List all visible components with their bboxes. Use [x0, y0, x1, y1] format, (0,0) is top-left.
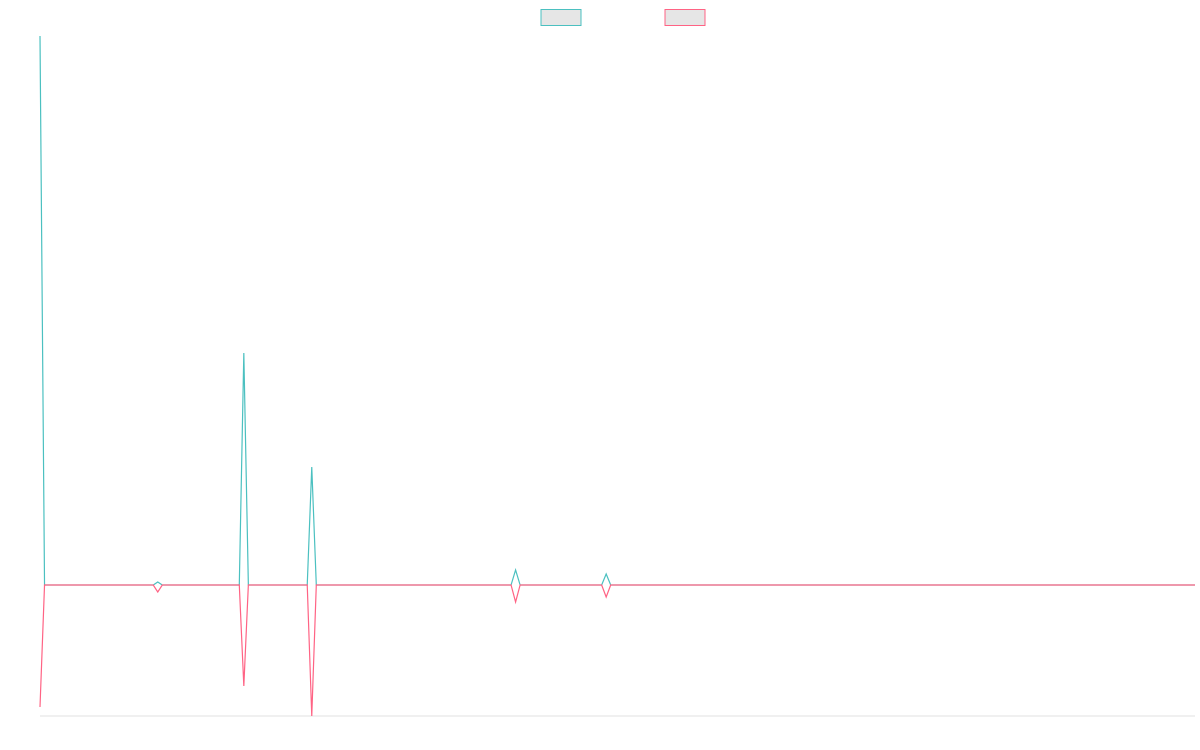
series-line	[39, 35, 1195, 586]
series-line	[39, 584, 1195, 717]
legend	[540, 9, 706, 26]
plot-area	[39, 35, 1195, 717]
legend-swatch	[540, 9, 582, 26]
legend-swatch	[664, 9, 706, 26]
